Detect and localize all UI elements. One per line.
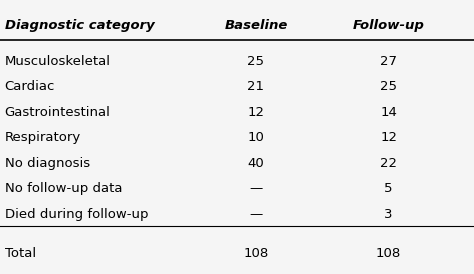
Text: No diagnosis: No diagnosis [5, 157, 90, 170]
Text: 21: 21 [247, 80, 264, 93]
Text: Total: Total [5, 247, 36, 259]
Text: 108: 108 [243, 247, 269, 259]
Text: 3: 3 [384, 208, 393, 221]
Text: 27: 27 [380, 55, 397, 68]
Text: Baseline: Baseline [224, 19, 288, 32]
Text: —: — [249, 182, 263, 195]
Text: 12: 12 [247, 106, 264, 119]
Text: 40: 40 [247, 157, 264, 170]
Text: 25: 25 [380, 80, 397, 93]
Text: 14: 14 [380, 106, 397, 119]
Text: Musculoskeletal: Musculoskeletal [5, 55, 111, 68]
Text: 22: 22 [380, 157, 397, 170]
Text: Diagnostic category: Diagnostic category [5, 19, 155, 32]
Text: Follow-up: Follow-up [353, 19, 425, 32]
Text: 5: 5 [384, 182, 393, 195]
Text: No follow-up data: No follow-up data [5, 182, 122, 195]
Text: Died during follow-up: Died during follow-up [5, 208, 148, 221]
Text: 12: 12 [380, 131, 397, 144]
Text: Respiratory: Respiratory [5, 131, 81, 144]
Text: 10: 10 [247, 131, 264, 144]
Text: Cardiac: Cardiac [5, 80, 55, 93]
Text: —: — [249, 208, 263, 221]
Text: 25: 25 [247, 55, 264, 68]
Text: 108: 108 [376, 247, 401, 259]
Text: Gastrointestinal: Gastrointestinal [5, 106, 110, 119]
